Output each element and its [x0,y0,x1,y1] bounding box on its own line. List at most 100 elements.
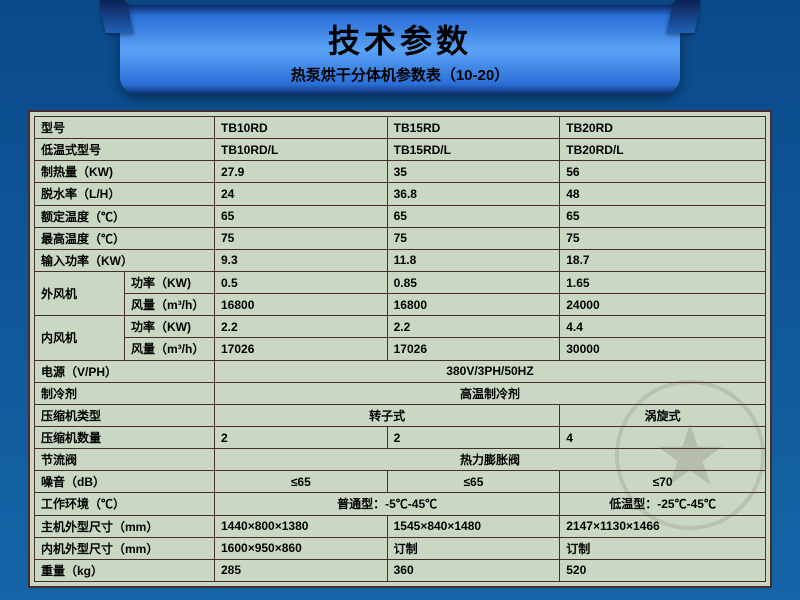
cell: 360 [387,559,560,581]
cell: 16800 [215,294,388,316]
cell: 17026 [387,338,560,360]
table-row: 额定温度（℃）656565 [35,205,766,227]
cell: 2147×1130×1466 [560,515,766,537]
cell: 24000 [560,294,766,316]
cell: TB15RD/L [387,139,560,161]
cell: 520 [560,559,766,581]
label-compressor-qty: 压缩机数量 [35,426,215,448]
cell: 30000 [560,338,766,360]
table-row: 主机外型尺寸（mm）1440×800×13801545×840×14802147… [35,515,766,537]
cell: ≤65 [215,471,388,493]
cell: 2.2 [387,316,560,338]
cell: 0.5 [215,271,388,293]
cell: 4.4 [560,316,766,338]
cell: 11.8 [387,249,560,271]
label-innerdim: 内机外型尺寸（mm） [35,537,215,559]
cell: 2.2 [215,316,388,338]
cell: 订制 [387,537,560,559]
page-title: 技术参数 [328,16,472,62]
label-innerfan: 内风机 [35,316,125,360]
label-power-supply: 电源（V/PH） [35,360,215,382]
cell: 56 [560,161,766,183]
label-power: 功率（KW) [125,316,215,338]
cell: 0.85 [387,271,560,293]
label-airflow: 风量（m³/h） [125,294,215,316]
label-weight: 重量（kg） [35,559,215,581]
table-row: 压缩机类型转子式涡旋式 [35,404,766,426]
cell: 24 [215,183,388,205]
label-power: 功率（KW) [125,271,215,293]
table-row: 型号TB10RDTB15RDTB20RD [35,117,766,139]
label-lowtemp: 低温式型号 [35,139,215,161]
cell: 65 [560,205,766,227]
cell: 2 [215,426,388,448]
label-maxtemp: 最高温度（℃） [35,227,215,249]
table-row: 电源（V/PH）380V/3PH/50HZ [35,360,766,382]
table-row: 外风机功率（KW)0.50.851.65 [35,271,766,293]
cell: 2 [387,426,560,448]
table-row: 内机外型尺寸（mm）1600×950×860订制订制 [35,537,766,559]
table-row: 节流阀热力膨胀阀 [35,449,766,471]
cell: 18.7 [560,249,766,271]
label-expansion: 节流阀 [35,449,215,471]
table-row: 噪音（dB）≤65≤65≤70 [35,471,766,493]
table-row: 风量（m³/h）170261702630000 [35,338,766,360]
cell: 75 [215,227,388,249]
title-banner: 技术参数 热泵烘干分体机参数表（10-20） [120,5,680,95]
cell: 75 [560,227,766,249]
cell: 75 [387,227,560,249]
cell: 65 [387,205,560,227]
label-noise: 噪音（dB） [35,471,215,493]
label-airflow: 风量（m³/h） [125,338,215,360]
table-row: 内风机功率（KW)2.22.24.4 [35,316,766,338]
cell: 380V/3PH/50HZ [215,360,766,382]
label-inputpower: 输入功率（KW） [35,249,215,271]
table-row: 工作环境（℃）普通型：-5℃-45℃低温型：-25℃-45℃ [35,493,766,515]
page-subtitle: 热泵烘干分体机参数表（10-20） [291,64,509,85]
cell: 17026 [215,338,388,360]
cell: 27.9 [215,161,388,183]
cell: 普通型：-5℃-45℃ [215,493,560,515]
cell: 4 [560,426,766,448]
cell: TB10RD/L [215,139,388,161]
cell: TB10RD [215,117,388,139]
label-outerfan: 外风机 [35,271,125,315]
cell: TB20RD [560,117,766,139]
table-row: 脱水率（L/H）2436.848 [35,183,766,205]
table-row: 制热量（KW)27.93556 [35,161,766,183]
spec-table: 型号TB10RDTB15RDTB20RD 低温式型号TB10RD/LTB15RD… [34,116,766,582]
cell: 订制 [560,537,766,559]
table-row: 输入功率（KW）9.311.818.7 [35,249,766,271]
cell: 35 [387,161,560,183]
table-row: 风量（m³/h）168001680024000 [35,294,766,316]
cell: TB20RD/L [560,139,766,161]
cell: ≤70 [560,471,766,493]
table-row: 压缩机数量224 [35,426,766,448]
label-dehydrate: 脱水率（L/H） [35,183,215,205]
spec-table-container: 型号TB10RDTB15RDTB20RD 低温式型号TB10RD/LTB15RD… [28,110,772,588]
cell: 1545×840×1480 [387,515,560,537]
cell: 低温型：-25℃-45℃ [560,493,766,515]
cell: 36.8 [387,183,560,205]
label-ratedtemp: 额定温度（℃） [35,205,215,227]
cell: 65 [215,205,388,227]
cell: 转子式 [215,404,560,426]
cell: 48 [560,183,766,205]
cell: 1440×800×1380 [215,515,388,537]
cell: 285 [215,559,388,581]
cell: 热力膨胀阀 [215,449,766,471]
cell: ≤65 [387,471,560,493]
cell: 16800 [387,294,560,316]
cell: 9.3 [215,249,388,271]
table-row: 制冷剂高温制冷剂 [35,382,766,404]
label-workenv: 工作环境（℃） [35,493,215,515]
label-compressor-type: 压缩机类型 [35,404,215,426]
label-heating: 制热量（KW) [35,161,215,183]
cell: 涡旋式 [560,404,766,426]
cell: 1.65 [560,271,766,293]
table-row: 重量（kg）285360520 [35,559,766,581]
table-row: 低温式型号TB10RD/LTB15RD/LTB20RD/L [35,139,766,161]
table-row: 最高温度（℃）757575 [35,227,766,249]
label-maindim: 主机外型尺寸（mm） [35,515,215,537]
cell: 1600×950×860 [215,537,388,559]
